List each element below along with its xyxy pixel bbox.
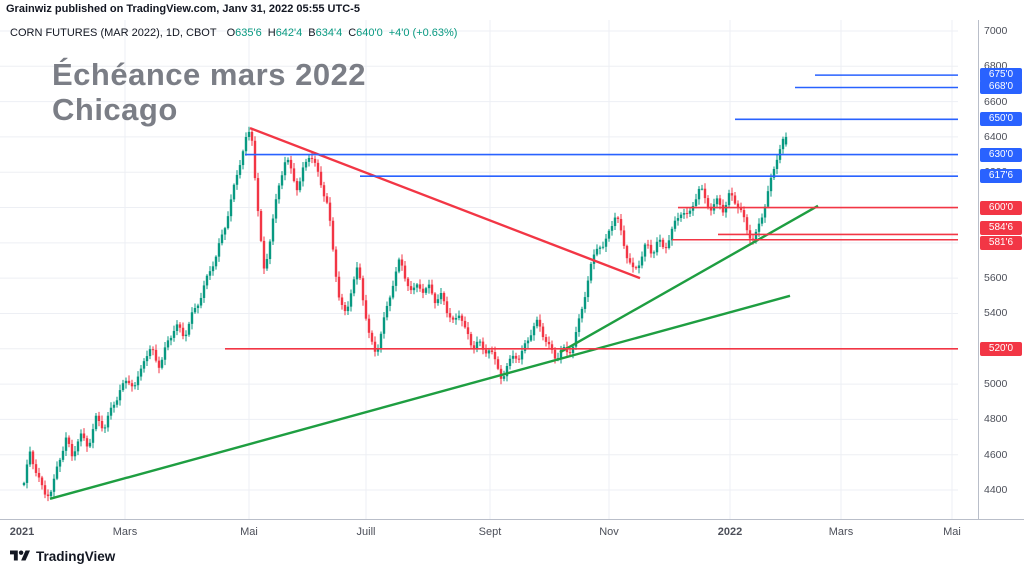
candles bbox=[22, 126, 788, 502]
x-axis-label: 2021 bbox=[9, 526, 35, 538]
chart-title-annotation: Échéance mars 2022 Chicago bbox=[52, 57, 367, 127]
x-axis-label: Mai bbox=[943, 526, 961, 538]
close-value: 640'0 bbox=[356, 27, 383, 39]
price-level-badge: 581'6 bbox=[980, 235, 1022, 250]
symbol-name[interactable]: CORN FUTURES (MAR 2022), 1D, CBOT bbox=[10, 27, 217, 39]
attribution-text: Grainwiz published on TradingView.com, J… bbox=[6, 3, 360, 15]
time-axis[interactable]: 2021 Mars Mai Juill Sept Nov 2022 Mars Mai bbox=[0, 519, 1024, 546]
high-value: 642'4 bbox=[275, 27, 303, 39]
green-trendline[interactable] bbox=[49, 294, 791, 500]
x-axis-label: Juill bbox=[356, 526, 376, 538]
price-level-badge: 668'0 bbox=[980, 80, 1022, 95]
price-level-badge: 520'0 bbox=[980, 341, 1022, 356]
price-axis[interactable]: 7000680066006400620060005800560054005200… bbox=[978, 20, 1024, 545]
high-label: H bbox=[267, 27, 276, 39]
price-chart[interactable] bbox=[0, 20, 978, 519]
x-axis-label: Mars bbox=[112, 526, 138, 538]
x-axis-label: Sept bbox=[478, 526, 502, 538]
y-axis-label: 4400 bbox=[984, 484, 1008, 496]
symbol-legend[interactable]: CORN FUTURES (MAR 2022), 1D, CBOT O635'6 H… bbox=[10, 27, 457, 39]
price-level-badge: 630'0 bbox=[980, 147, 1022, 162]
y-axis-label: 7000 bbox=[984, 25, 1008, 37]
low-value: 634'4 bbox=[315, 27, 343, 39]
title-line-2: Chicago bbox=[52, 91, 178, 127]
change-value: +4'0 (+0.63%) bbox=[388, 27, 458, 39]
low-label: B bbox=[308, 27, 316, 39]
price-level-badge: 675'0 bbox=[980, 68, 1022, 83]
open-value: 635'6 bbox=[235, 27, 262, 39]
tradingview-logo[interactable]: TradingView bbox=[10, 548, 115, 564]
y-axis-label: 5600 bbox=[984, 272, 1008, 285]
red-trendline[interactable] bbox=[249, 126, 641, 280]
x-axis-label: Mars bbox=[828, 526, 854, 538]
gridlines bbox=[0, 20, 958, 519]
tradingview-logo-text: TradingView bbox=[36, 548, 116, 564]
green-trendline[interactable] bbox=[559, 204, 819, 354]
open-label: O bbox=[226, 27, 236, 39]
y-axis-label: 5400 bbox=[984, 307, 1008, 320]
price-level-badge: 650'0 bbox=[980, 112, 1022, 127]
tradingview-logo-icon bbox=[10, 550, 30, 561]
x-axis-label: Nov bbox=[599, 526, 619, 538]
level-lines bbox=[225, 74, 958, 350]
title-line-1: Échéance mars 2022 bbox=[52, 57, 367, 92]
price-level-badge: 617'6 bbox=[980, 169, 1022, 184]
y-axis-label: 6600 bbox=[984, 95, 1008, 108]
x-axis-label: Mai bbox=[240, 526, 258, 538]
close-label: C bbox=[348, 27, 357, 39]
price-level-badge: 584'6 bbox=[980, 221, 1022, 236]
trendlines bbox=[49, 126, 819, 500]
x-axis-label: 2022 bbox=[717, 526, 743, 538]
y-axis-label: 4800 bbox=[984, 413, 1008, 426]
price-level-badge: 600'0 bbox=[980, 200, 1022, 215]
y-axis-label: 4600 bbox=[984, 448, 1008, 461]
y-axis-label: 6400 bbox=[984, 130, 1008, 143]
y-axis-label: 5000 bbox=[984, 378, 1008, 391]
